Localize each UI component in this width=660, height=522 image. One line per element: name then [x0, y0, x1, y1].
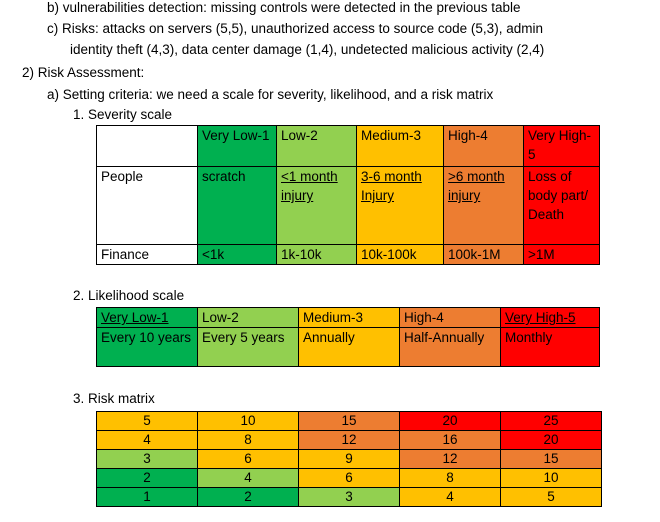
item-c-risks: c) Risks: attacks on servers (5,5), unau…: [47, 21, 543, 36]
severity-finance-very-low: <1k: [197, 244, 277, 265]
severity-finance-very-high: >1M: [523, 244, 600, 265]
risk-matrix-cell: 4: [399, 487, 501, 507]
risk-matrix-row: 4 8 12 16 20: [96, 430, 602, 450]
likelihood-level-medium: Medium-3: [298, 307, 400, 328]
risk-matrix-cell: 15: [500, 449, 602, 469]
likelihood-frequency-very-low: Every 10 years: [96, 327, 198, 367]
likelihood-level-very-high: Very High-5: [500, 307, 600, 328]
likelihood-level-low: Low-2: [197, 307, 299, 328]
risk-matrix-cell: 8: [197, 430, 299, 450]
severity-finance-high: 100k-1M: [443, 244, 524, 265]
severity-people-row: People scratch <1 month injury 3-6 month…: [96, 166, 600, 245]
likelihood-table: Very Low-1 Low-2 Medium-3 High-4 Very Hi…: [96, 307, 600, 367]
likelihood-frequency-row: Every 10 years Every 5 years Annually Ha…: [96, 327, 600, 367]
risk-matrix-cell: 2: [96, 468, 198, 488]
likelihood-frequency-medium: Annually: [298, 327, 400, 367]
risk-matrix-cell: 12: [298, 430, 400, 450]
risk-matrix-cell: 4: [96, 430, 198, 450]
likelihood-frequency-high: Half-Annually: [399, 327, 501, 367]
risk-matrix-cell: 20: [399, 411, 501, 431]
risk-matrix: 5 10 15 20 25 4 8 12 16 20 3 6 9 12 15 2 4 6 8 10 1 2 3 4 5: [96, 411, 602, 507]
severity-finance-label: Finance: [96, 244, 198, 265]
severity-people-low: <1 month injury: [276, 166, 357, 245]
likelihood-frequency-low: Every 5 years: [197, 327, 299, 367]
risk-matrix-cell: 25: [500, 411, 602, 431]
severity-people-high: >6 month injury: [443, 166, 524, 245]
risk-matrix-cell: 10: [197, 411, 299, 431]
severity-level-high: High-4: [443, 125, 524, 167]
risk-matrix-row: 5 10 15 20 25: [96, 411, 602, 431]
risk-matrix-cell: 8: [399, 468, 501, 488]
risk-matrix-cell: 9: [298, 449, 400, 469]
severity-table: Very Low-1 Low-2 Medium-3 High-4 Very Hi…: [96, 125, 600, 265]
severity-people-very-high: Loss of body part/ Death: [523, 166, 600, 245]
likelihood-frequency-very-high: Monthly: [500, 327, 600, 367]
risk-matrix-cell: 20: [500, 430, 602, 450]
risk-matrix-cell: 5: [96, 411, 198, 431]
item-b-vulnerabilities: b) vulnerabilities detection: missing co…: [47, 0, 521, 15]
severity-people-very-low: scratch: [197, 166, 277, 245]
risk-matrix-title: 3. Risk matrix: [73, 391, 155, 406]
severity-scale-title: 1. Severity scale: [73, 107, 173, 122]
risk-matrix-cell: 4: [197, 468, 299, 488]
severity-finance-low: 1k-10k: [276, 244, 357, 265]
risk-matrix-cell: 2: [197, 487, 299, 507]
severity-level-very-high: Very High-5: [523, 125, 600, 167]
risk-matrix-cell: 3: [96, 449, 198, 469]
risk-matrix-cell: 6: [197, 449, 299, 469]
severity-people-label: People: [96, 166, 198, 245]
severity-header-row: Very Low-1 Low-2 Medium-3 High-4 Very Hi…: [96, 125, 600, 167]
risk-matrix-cell: 5: [500, 487, 602, 507]
risk-matrix-cell: 10: [500, 468, 602, 488]
severity-people-medium: 3-6 month Injury: [356, 166, 444, 245]
risk-matrix-cell: 15: [298, 411, 400, 431]
severity-level-very-low: Very Low-1: [197, 125, 277, 167]
likelihood-level-high: High-4: [399, 307, 501, 328]
risk-matrix-cell: 16: [399, 430, 501, 450]
likelihood-scale-title: 2. Likelihood scale: [73, 288, 185, 303]
item-a-setting-criteria: a) Setting criteria: we need a scale for…: [47, 87, 494, 102]
likelihood-level-very-low: Very Low-1: [96, 307, 198, 328]
risk-matrix-cell: 12: [399, 449, 501, 469]
severity-finance-row: Finance <1k 1k-10k 10k-100k 100k-1M >1M: [96, 244, 600, 265]
severity-level-low: Low-2: [276, 125, 357, 167]
severity-finance-medium: 10k-100k: [356, 244, 444, 265]
risk-matrix-row: 3 6 9 12 15: [96, 449, 602, 469]
risk-matrix-row: 2 4 6 8 10: [96, 468, 602, 488]
item-c-risks-continued: identity theft (4,3), data center damage…: [70, 42, 545, 57]
risk-matrix-cell: 3: [298, 487, 400, 507]
severity-level-medium: Medium-3: [356, 125, 444, 167]
severity-corner-cell: [96, 125, 198, 167]
risk-matrix-cell: 6: [298, 468, 400, 488]
risk-matrix-cell: 1: [96, 487, 198, 507]
likelihood-label-row: Very Low-1 Low-2 Medium-3 High-4 Very Hi…: [96, 307, 600, 328]
heading-risk-assessment: 2) Risk Assessment:: [22, 65, 145, 80]
